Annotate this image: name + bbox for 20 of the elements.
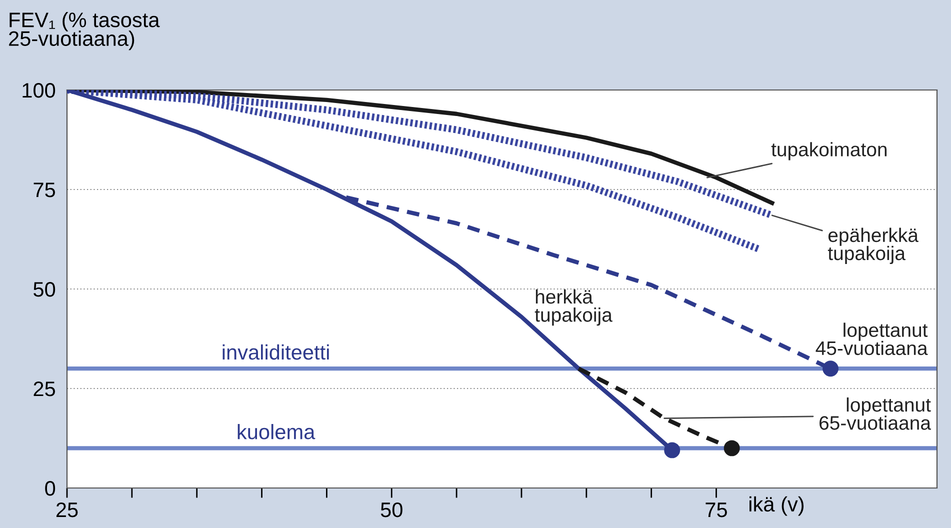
annotation: epäherkkä tupakoija <box>828 228 918 264</box>
annotation: herkkä tupakoija <box>534 289 612 326</box>
y-tick-label: 0 <box>45 481 56 496</box>
point <box>822 360 838 377</box>
y-tick-label: 75 <box>34 182 56 198</box>
point <box>664 442 680 458</box>
y-tick-label: 100 <box>22 83 56 98</box>
y-tick-label: 25 <box>34 382 56 396</box>
annotation: lopettanut 45-vuotiaana <box>816 322 928 356</box>
ref-line-label: kuolema <box>238 424 316 440</box>
annotation: tupakoimaton <box>771 142 887 160</box>
y-axis-title: FEV₁ (% tasosta 25-vuotiaana) <box>9 12 160 50</box>
x-tick-label: 50 <box>380 502 402 518</box>
annotation: lopettanut 65-vuotiaana <box>820 397 931 430</box>
point <box>724 440 740 456</box>
x-tick-label: 25 <box>56 502 78 518</box>
ref-line-label: invaliditeetti <box>222 344 329 360</box>
x-axis-title: ikä (v) <box>750 496 804 516</box>
x-tick-label: 75 <box>706 502 727 518</box>
y-tick-label: 50 <box>34 282 56 297</box>
